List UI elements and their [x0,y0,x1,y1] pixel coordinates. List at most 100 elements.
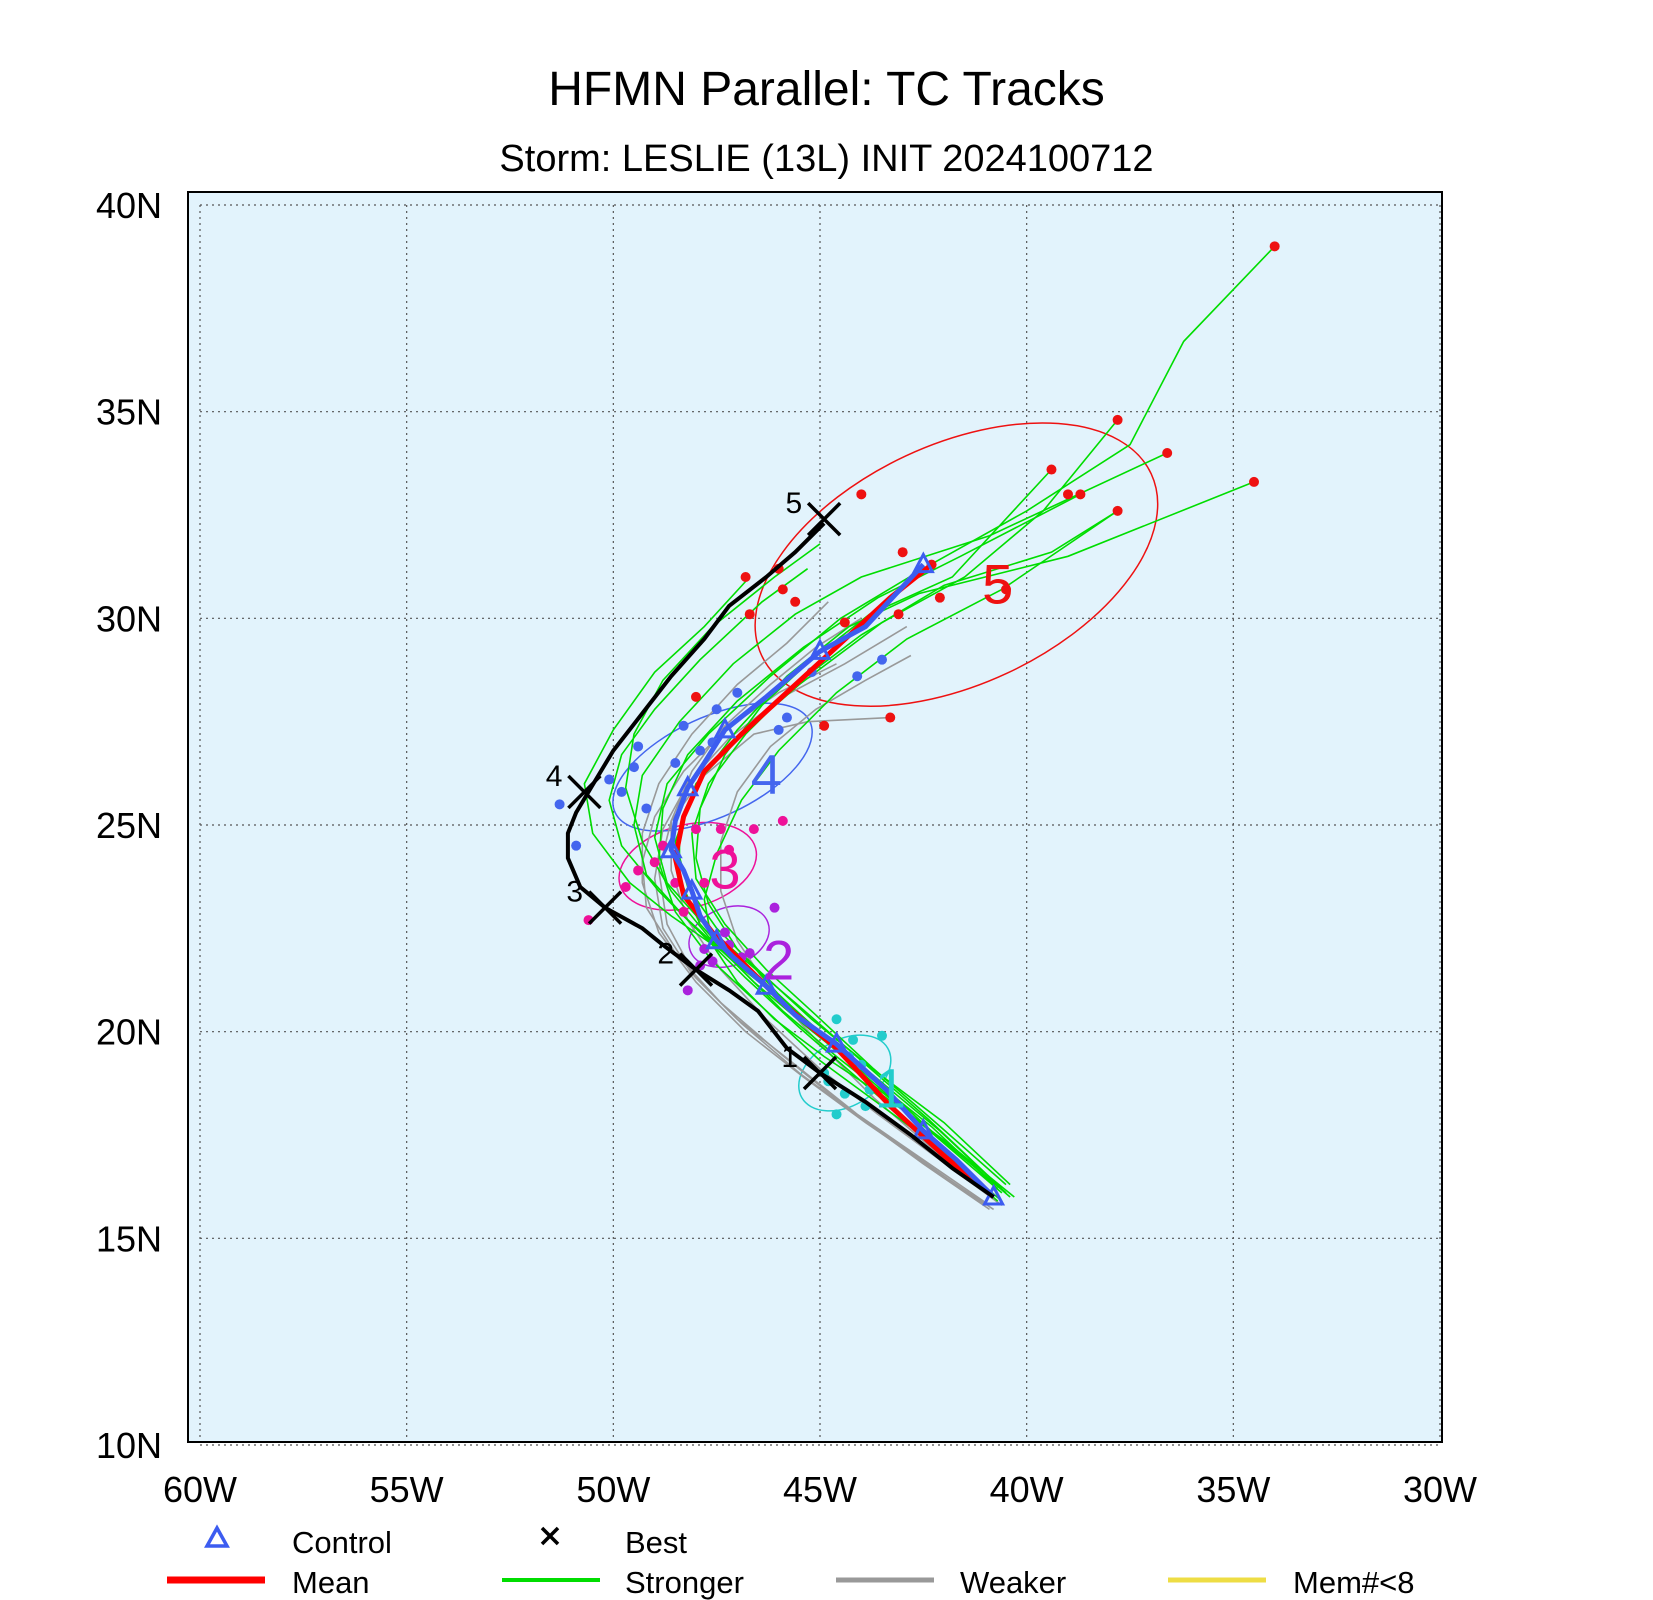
day3-position-dot [777,815,788,826]
day4-position-dot [732,687,743,698]
control-triangle-marker [911,1117,935,1140]
day4-position-dot [678,720,689,731]
best-day-label: 4 [546,760,563,793]
day3-position-dot [649,857,660,868]
day5-position-dot [897,547,908,558]
day4-position-dot [554,799,565,810]
best-x-marker [678,952,714,987]
stronger-member-track [691,510,1119,1186]
x-tick-label: 40W [990,1469,1064,1510]
map-frame [187,191,1443,1443]
day5-position-dot [777,584,788,595]
control-triangle-marker [676,774,700,797]
day1-position-dot [848,1034,859,1045]
day3-position-dot [724,844,735,855]
day3-position-dot [678,906,689,917]
best-day-label: 5 [785,487,802,520]
day1-position-dot [831,1014,842,1025]
day4-position-dot [695,745,706,756]
best-x-marker [567,774,602,810]
day3-position-dot [715,824,726,835]
day5-position-dot [885,712,896,723]
day5-position-dot [1162,448,1173,458]
legend-mem-lt8-label: Mem#<8 [1293,1565,1414,1600]
control-triangle-marker [754,972,778,995]
day4-position-dot [670,758,681,768]
weaker-member-track [657,716,990,1211]
legend-stronger-label: Stronger [625,1565,744,1600]
control-triangle-marker [911,551,935,574]
weaker-member-track [719,654,999,1202]
mean-track-line [672,562,996,1199]
day5-position-dot [691,691,701,702]
legend-best-label: Best [625,1525,687,1560]
day3-position-dot [620,882,631,892]
day5-position-dot [790,596,801,607]
day4-position-dot [852,671,863,682]
y-tick-label: 25N [96,805,162,846]
x-tick-label: 60W [163,1469,237,1510]
day5-position-dot [1001,584,1011,595]
control-triangle-marker [705,927,729,950]
day4-position-dot [877,654,887,665]
day1-position-dot [877,1030,887,1041]
day2-position-dot [707,956,718,967]
weaker-member-track [641,601,995,1211]
legend-mean-label: Mean [292,1565,370,1600]
x-axis-ticks: 60W 55W 50W 45W 40W 35W 30W [163,1469,1477,1510]
day5-position-dot [1112,414,1123,425]
day5-position-dot [1046,464,1057,475]
stronger-member-track [674,419,1119,1186]
day4-position-dot [633,741,644,752]
day4-position-dot [604,774,615,785]
day5-position-dot [744,609,755,620]
chart-title: HFMN Parallel: TC Tracks [548,63,1105,116]
day5-position-dot [1269,241,1280,252]
y-tick-label: 20N [96,1012,162,1053]
day5-position-dot [839,617,850,628]
day1-position-dot [831,1109,842,1120]
day2-position-dot [682,985,693,996]
day3-position-dot [748,824,759,835]
day4-position-dot [773,724,784,735]
day4-position-dot [616,786,627,797]
day4-position-dot [629,762,639,773]
control-triangle-marker [713,716,737,739]
mean-day-2-label: 2 [763,928,794,991]
day3-position-dot [691,824,701,835]
map-ocean [188,192,1442,1442]
control-triangle-marker [825,1030,849,1053]
y-tick-label: 40N [96,185,162,226]
best-x-marker [587,890,623,925]
mean-day-1-label: 1 [875,1057,906,1120]
y-tick-label: 10N [96,1425,162,1466]
control-triangle-marker [808,638,832,660]
y-axis-ticks: 10N 15N 20N 25N 30N 35N 40N [96,185,162,1466]
best-x-marker [806,501,842,537]
day5-position-dot [740,572,751,582]
best-x-marker [802,1055,838,1091]
uncertainty-ellipse-day-5 [754,422,1159,707]
x-tick-label: 45W [783,1469,857,1510]
y-tick-label: 15N [96,1218,162,1259]
x-tick-label: 30W [1403,1469,1477,1510]
x-tick-label: 50W [576,1469,650,1510]
day5-position-dot [819,720,830,731]
control-track-line [668,562,996,1199]
day5-position-dot [1075,489,1086,500]
control-triangle-marker [680,877,704,900]
y-tick-label: 30N [96,598,162,639]
control-triangle-marker [659,836,683,859]
day5-position-dot [893,609,904,620]
stronger-member-track [695,468,1053,1194]
mean-day-3-label: 3 [709,837,740,900]
legend-control-symbol [204,1524,230,1548]
best-day-label: 1 [781,1041,798,1074]
chart-subtitle: Storm: LESLIE (13L) INIT 2024100712 [499,138,1154,180]
day4-position-dot [781,712,792,723]
legend-control-label: Control [292,1525,392,1560]
day4-position-dot [641,803,652,814]
day5-position-dot [1112,505,1123,516]
y-tick-label: 35N [96,392,162,433]
